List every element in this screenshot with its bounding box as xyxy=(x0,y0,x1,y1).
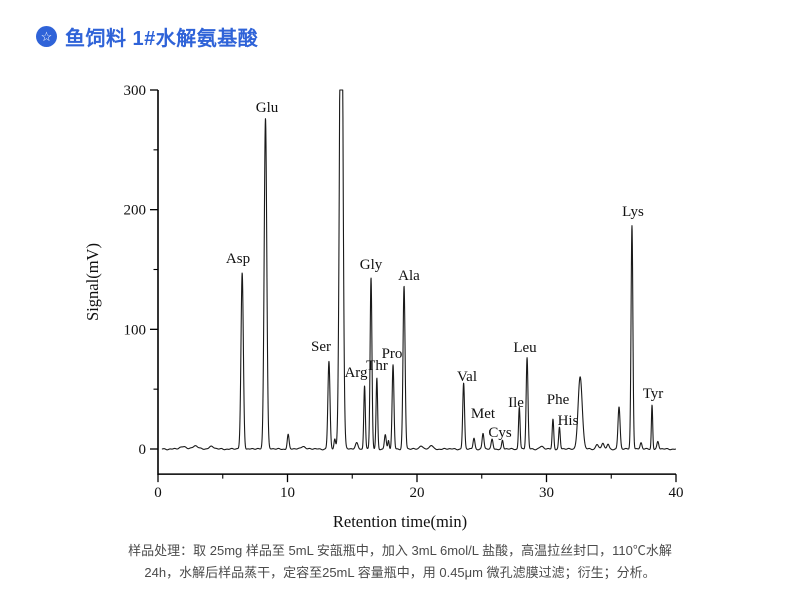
page-header: ☆ 鱼饲料 1#水解氨基酸 xyxy=(36,22,258,51)
peak-label-Met: Met xyxy=(471,406,496,422)
y-tick-label-200: 200 xyxy=(124,203,147,219)
peak-label-Gly: Gly xyxy=(360,257,383,273)
x-tick-label-0: 0 xyxy=(154,485,162,501)
sample-preparation-caption: 样品处理：取 25mg 样品至 5mL 安瓿瓶中，加入 3mL 6mol/L 盐… xyxy=(0,540,800,584)
x-tick-label-30: 30 xyxy=(539,485,554,501)
peak-label-Thr: Thr xyxy=(366,358,388,374)
caption-line-1: 样品处理：取 25mg 样品至 5mL 安瓿瓶中，加入 3mL 6mol/L 盐… xyxy=(128,543,672,558)
peak-label-Lys: Lys xyxy=(622,204,644,220)
y-tick-label-300: 300 xyxy=(124,83,147,99)
peak-label-Ala: Ala xyxy=(398,268,420,284)
y-axis-title: Signal(mV) xyxy=(83,243,102,321)
star-badge-icon: ☆ xyxy=(36,26,57,47)
peak-label-Pro: Pro xyxy=(382,346,403,362)
x-axis-title: Retention time(min) xyxy=(333,512,467,531)
y-tick-label-0: 0 xyxy=(139,442,147,458)
peak-label-Arg: Arg xyxy=(344,365,368,381)
page-title: 鱼饲料 1#水解氨基酸 xyxy=(65,28,259,50)
peak-label-Phe: Phe xyxy=(547,392,570,408)
peak-label-His: His xyxy=(558,413,579,429)
peak-label-Tyr: Tyr xyxy=(643,386,664,402)
peak-label-Leu: Leu xyxy=(513,340,537,356)
x-tick-label-40: 40 xyxy=(669,485,684,501)
x-tick-label-20: 20 xyxy=(410,485,425,501)
peak-label-Ser: Ser xyxy=(311,339,331,355)
chromatogram-trace xyxy=(161,89,677,451)
x-tick-label-10: 10 xyxy=(280,485,295,501)
peak-label-Val: Val xyxy=(457,369,477,385)
peak-label-Ile: Ile xyxy=(508,395,524,411)
peak-label-Glu: Glu xyxy=(256,100,279,116)
y-tick-label-100: 100 xyxy=(124,322,147,338)
peak-label-Cys: Cys xyxy=(488,425,512,441)
caption-line-2: 24h，水解后样品蒸干，定容至25mL 容量瓶中，用 0.45μm 微孔滤膜过滤… xyxy=(144,565,656,580)
peak-label-Asp: Asp xyxy=(226,251,250,267)
chromatogram-chart: 0 10 20 30 40 0 100 200 300 Retention time(min) Si… xyxy=(83,83,684,531)
